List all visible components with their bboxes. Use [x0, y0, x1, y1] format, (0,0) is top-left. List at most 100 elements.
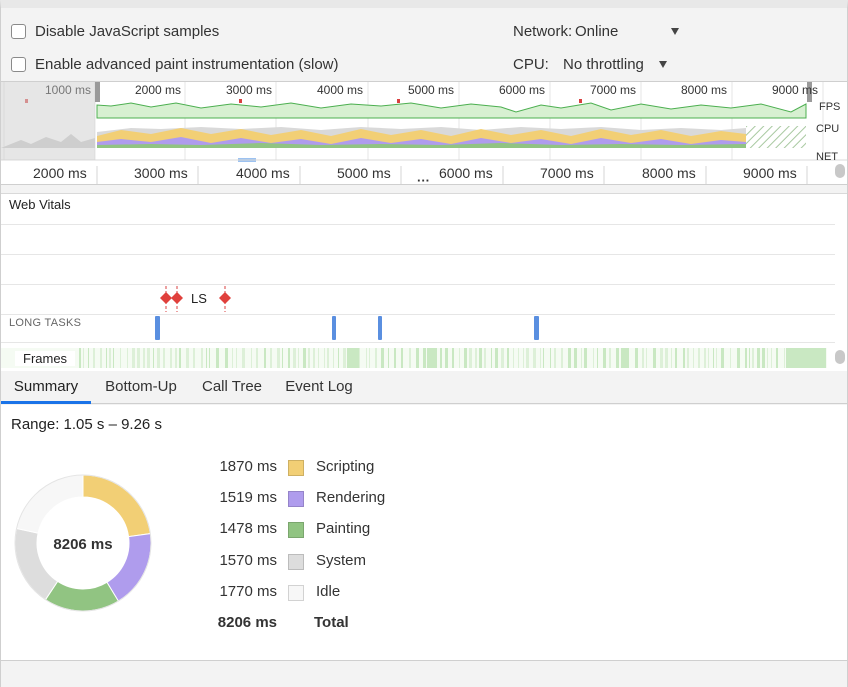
frame-bar[interactable]	[752, 348, 754, 368]
frame-bar[interactable]	[347, 348, 359, 368]
frame-bar[interactable]	[206, 348, 207, 368]
frame-bar[interactable]	[543, 348, 544, 368]
frame-bar[interactable]	[170, 348, 172, 368]
frame-bar[interactable]	[293, 348, 296, 368]
frame-bar[interactable]	[581, 348, 582, 368]
frame-bar[interactable]	[113, 348, 114, 368]
vertical-scrollbar-thumb[interactable]	[835, 164, 845, 178]
frame-bar[interactable]	[687, 348, 689, 368]
frame-bar[interactable]	[464, 348, 467, 368]
frame-bar[interactable]	[479, 348, 482, 368]
frame-bar[interactable]	[308, 348, 310, 368]
frame-bar[interactable]	[409, 348, 411, 368]
frame-bar[interactable]	[93, 348, 95, 368]
frame-bar[interactable]	[554, 348, 556, 368]
timeline-overview[interactable]: 1000 ms 2000 ms 3000 ms 4000 ms 5000 ms …	[1, 81, 847, 185]
vertical-scrollbar-thumb[interactable]	[835, 350, 845, 364]
disable-js-samples-checkbox[interactable]	[11, 24, 26, 39]
frame-bar[interactable]	[721, 348, 724, 368]
frame-bar[interactable]	[318, 348, 319, 368]
frame-bar[interactable]	[767, 348, 768, 368]
frame-bar[interactable]	[381, 348, 384, 368]
frame-bar[interactable]	[616, 348, 619, 368]
frame-bar[interactable]	[324, 348, 325, 368]
frame-bar[interactable]	[653, 348, 656, 368]
disable-js-samples-setting[interactable]: Disable JavaScript samples	[11, 23, 219, 40]
frame-bar[interactable]	[236, 348, 237, 368]
frame-bar[interactable]	[523, 348, 524, 368]
frame-bar[interactable]	[427, 348, 437, 368]
frame-bar[interactable]	[106, 348, 107, 368]
frame-bar[interactable]	[186, 348, 189, 368]
frame-bar[interactable]	[698, 348, 700, 368]
frame-bar[interactable]	[216, 348, 219, 368]
frame-bar[interactable]	[327, 348, 329, 368]
advanced-paint-setting[interactable]: Enable advanced paint instrumentation (s…	[11, 56, 339, 73]
frames-title[interactable]: Frames	[15, 351, 76, 366]
frame-bar[interactable]	[338, 348, 339, 368]
frame-bar[interactable]	[469, 348, 472, 368]
frame-bar[interactable]	[423, 348, 426, 368]
tab-summary[interactable]: Summary	[1, 372, 91, 404]
frame-bar[interactable]	[445, 348, 448, 368]
frame-bar[interactable]	[484, 348, 486, 368]
frame-bar[interactable]	[660, 348, 663, 368]
frame-bar[interactable]	[757, 348, 760, 368]
frame-bar[interactable]	[416, 348, 419, 368]
frame-bar[interactable]	[518, 348, 519, 368]
frame-bar[interactable]	[737, 348, 740, 368]
frame-bar[interactable]	[745, 348, 747, 368]
frame-bar[interactable]	[762, 348, 765, 368]
cpu-select[interactable]: No throttling	[563, 56, 644, 73]
frame-bar[interactable]	[452, 348, 454, 368]
frame-bar[interactable]	[440, 348, 442, 368]
frame-bar[interactable]	[749, 348, 750, 368]
frame-bar[interactable]	[137, 348, 140, 368]
frame-bar[interactable]	[153, 348, 154, 368]
tab-event-log[interactable]: Event Log	[285, 378, 353, 395]
frame-bar[interactable]	[333, 348, 334, 368]
frame-bar[interactable]	[288, 348, 290, 368]
frame-bar[interactable]	[79, 348, 81, 368]
frame-bar[interactable]	[716, 348, 717, 368]
frame-bar[interactable]	[540, 348, 541, 368]
frame-bar[interactable]	[209, 348, 210, 368]
frame-bar[interactable]	[784, 348, 785, 368]
frame-bar[interactable]	[270, 348, 272, 368]
frame-bar[interactable]	[193, 348, 195, 368]
frame-bar[interactable]	[109, 348, 111, 368]
frame-bar[interactable]	[584, 348, 587, 368]
advanced-paint-label[interactable]: Enable advanced paint instrumentation (s…	[35, 56, 339, 73]
frame-bar[interactable]	[264, 348, 266, 368]
frame-bar[interactable]	[495, 348, 498, 368]
frame-bar[interactable]	[303, 348, 306, 368]
network-chevron-down-icon[interactable]	[671, 28, 679, 35]
frame-bar[interactable]	[459, 348, 460, 368]
frame-bar[interactable]	[621, 348, 629, 368]
frames-strip[interactable]	[1, 348, 827, 368]
frame-bar[interactable]	[609, 348, 611, 368]
frame-bar[interactable]	[635, 348, 638, 368]
timeline-tracks[interactable]: Web Vitals	[1, 193, 847, 371]
frame-bar[interactable]	[776, 348, 778, 368]
frame-bar[interactable]	[713, 348, 714, 368]
frame-bar[interactable]	[568, 348, 571, 368]
frame-bar[interactable]	[179, 348, 181, 368]
frame-bar[interactable]	[83, 348, 84, 368]
disable-js-samples-label[interactable]: Disable JavaScript samples	[35, 23, 220, 40]
frame-bar[interactable]	[388, 348, 389, 368]
frame-bar[interactable]	[225, 348, 228, 368]
web-vitals-title[interactable]: Web Vitals	[9, 197, 71, 212]
frame-bar[interactable]	[491, 348, 492, 368]
frame-bar[interactable]	[693, 348, 694, 368]
network-select[interactable]: Online	[575, 23, 619, 40]
frame-bar[interactable]	[147, 348, 150, 368]
frame-bar[interactable]	[574, 348, 577, 368]
frame-bar[interactable]	[704, 348, 706, 368]
frame-bar[interactable]	[127, 348, 128, 368]
frame-bar[interactable]	[375, 348, 377, 368]
frame-bar[interactable]	[708, 348, 709, 368]
frame-bar[interactable]	[394, 348, 396, 368]
frame-bar[interactable]	[313, 348, 315, 368]
frame-bar[interactable]	[120, 348, 121, 368]
